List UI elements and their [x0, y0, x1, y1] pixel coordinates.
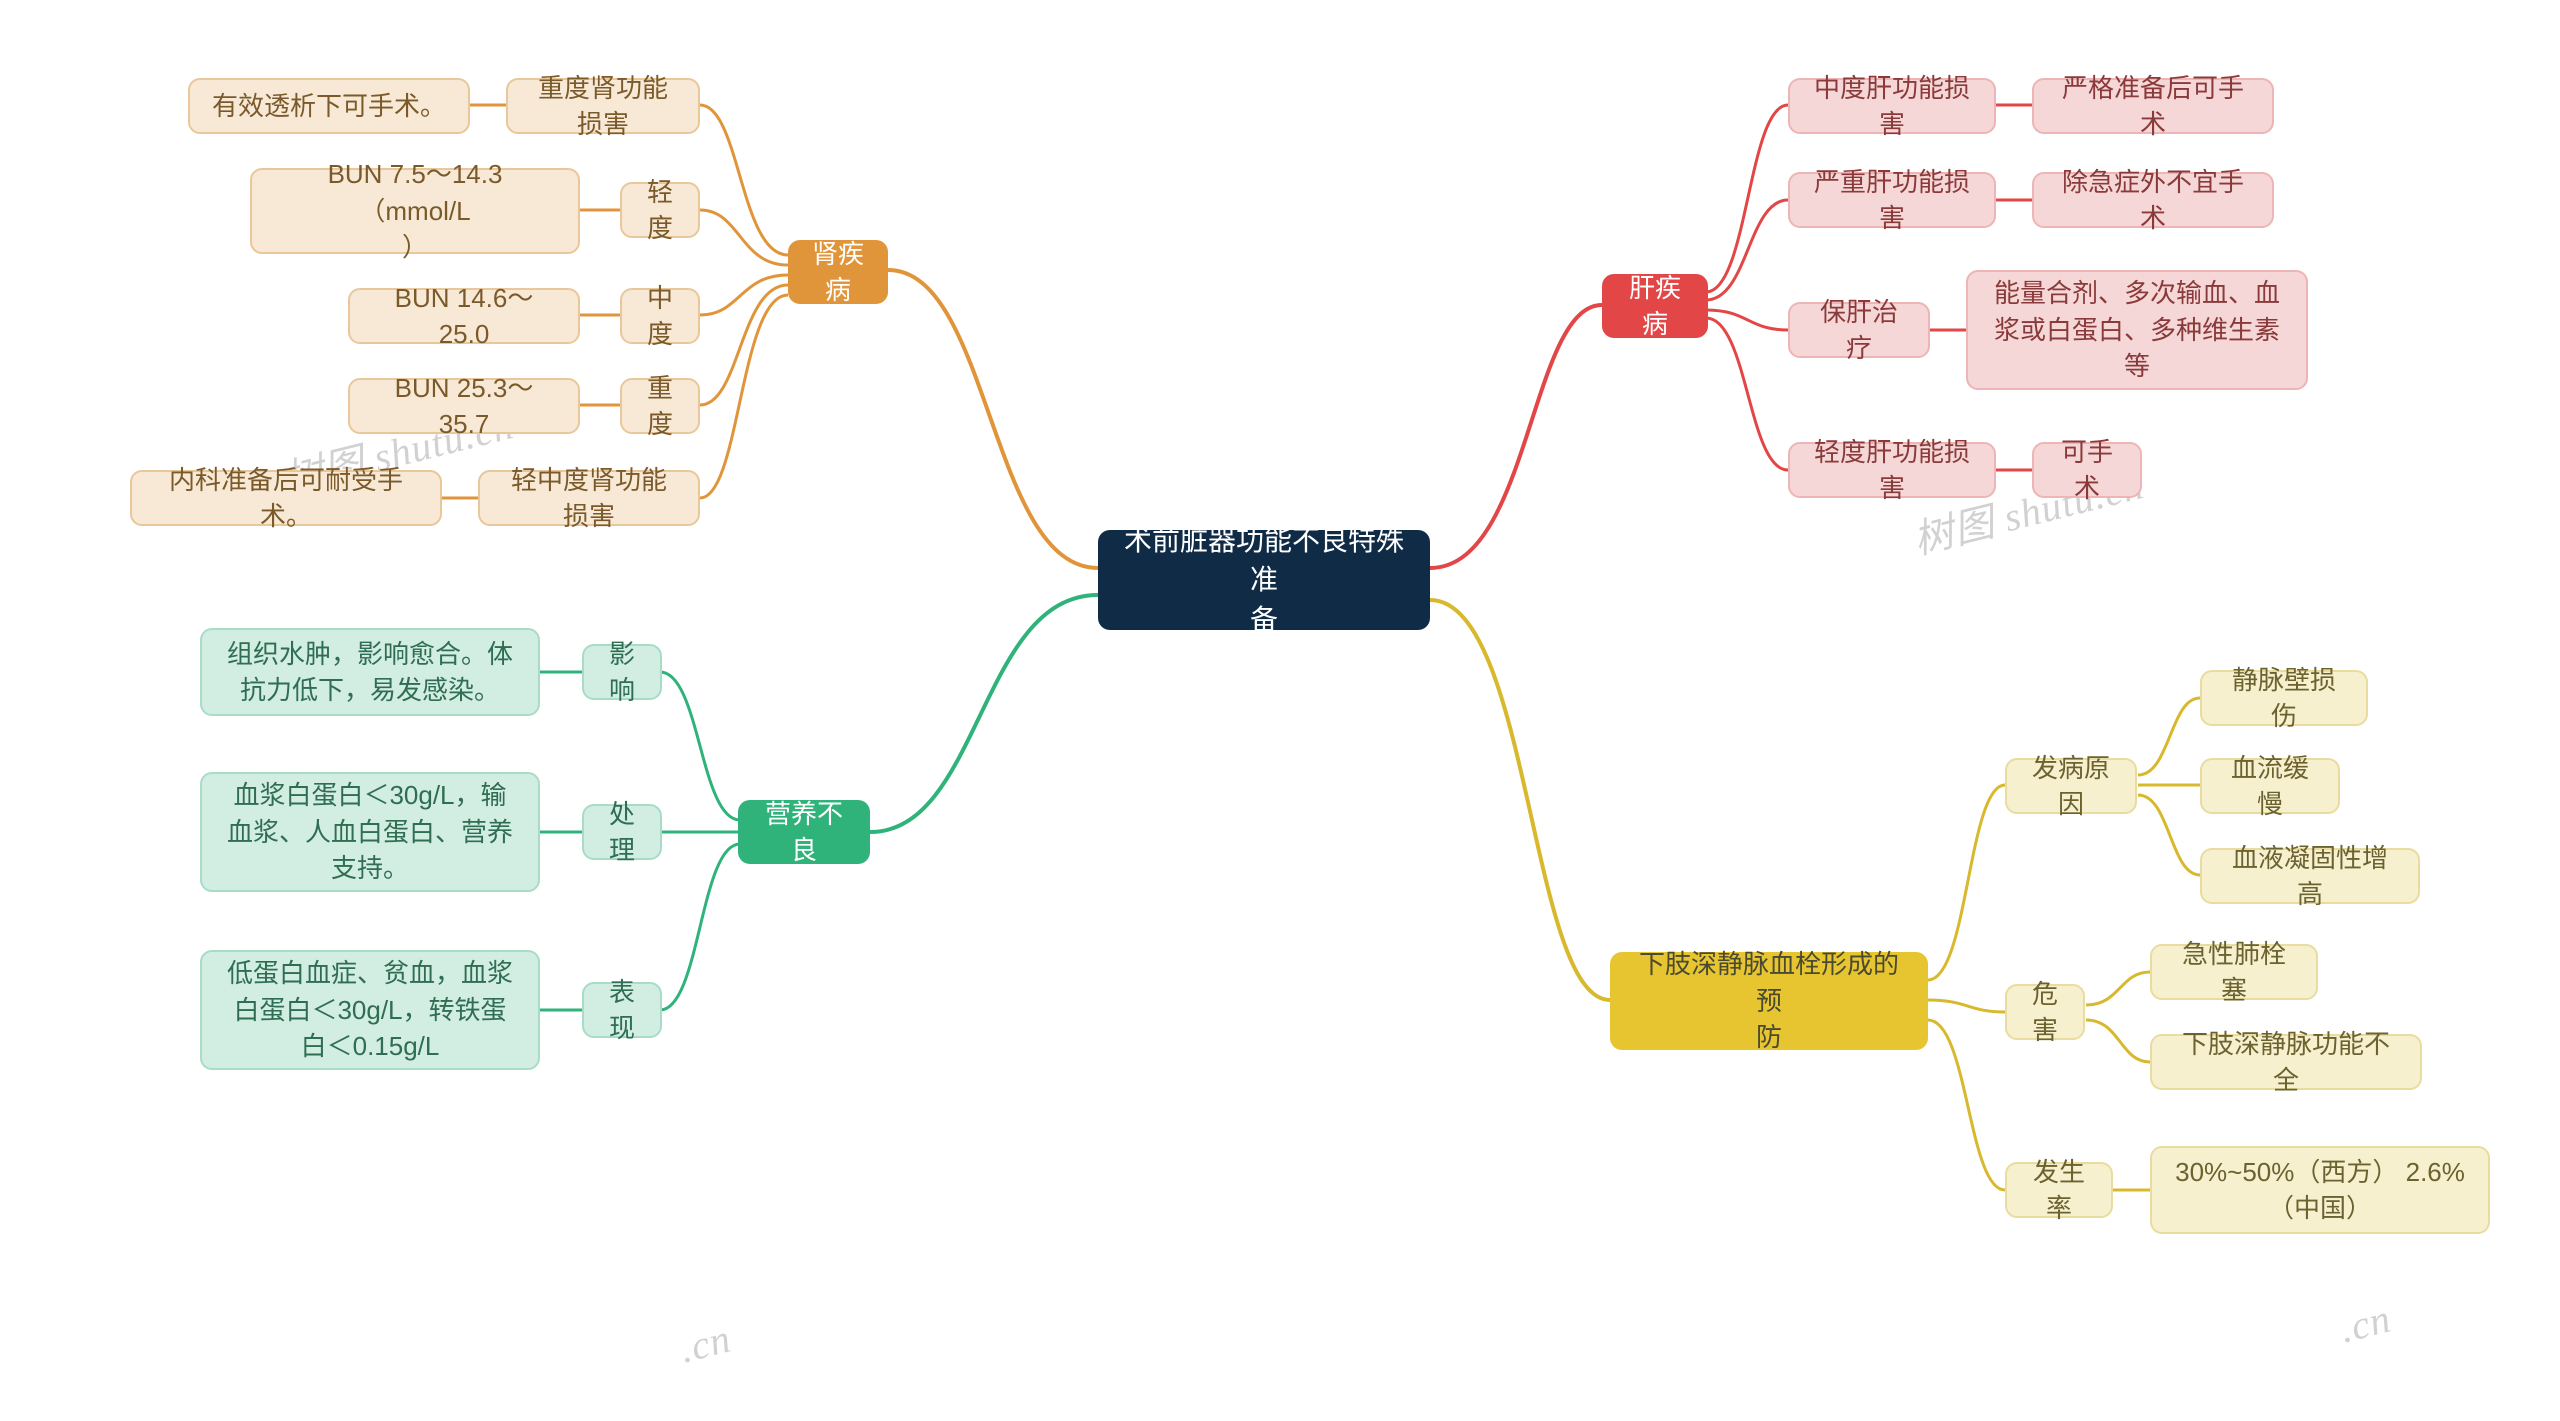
kidney-leaf-mild-mod: 内科准备后可耐受手术。 — [130, 470, 442, 526]
dvt-child-harm[interactable]: 危害 — [2005, 984, 2085, 1040]
branch-nutrition[interactable]: 营养不良 — [738, 800, 870, 864]
nutrition-child-treat[interactable]: 处理 — [582, 804, 662, 860]
kidney-child-severe[interactable]: 重度 — [620, 378, 700, 434]
dvt-harm-leaf-1: 下肢深静脉功能不全 — [2150, 1034, 2422, 1090]
dvt-cause-leaf-0: 静脉壁损伤 — [2200, 670, 2368, 726]
nutrition-leaf-treat: 血浆白蛋白＜30g/L，输 血浆、人血白蛋白、营养 支持。 — [200, 772, 540, 892]
dvt-rate-leaf-0: 30%~50%（西方） 2.6% （中国） — [2150, 1146, 2490, 1234]
mindmap-canvas: 树图 shutu.cn 树图 shutu.cn .cn .cn 术前脏器功能不良… — [0, 0, 2560, 1421]
kidney-leaf-moderate: BUN 14.6～25.0 — [348, 288, 580, 344]
nutrition-leaf-manifest: 低蛋白血症、贫血，血浆 白蛋白＜30g/L，转铁蛋 白＜0.15g/L — [200, 950, 540, 1070]
watermark: .cn — [675, 1315, 736, 1373]
branch-liver[interactable]: 肝疾病 — [1602, 274, 1708, 338]
kidney-child-mild-mod[interactable]: 轻中度肾功能损害 — [478, 470, 700, 526]
watermark: .cn — [2335, 1295, 2396, 1353]
nutrition-leaf-impact: 组织水肿，影响愈合。体 抗力低下，易发感染。 — [200, 628, 540, 716]
kidney-leaf-severe-damage: 有效透析下可手术。 — [188, 78, 470, 134]
branch-kidney[interactable]: 肾疾病 — [788, 240, 888, 304]
dvt-child-rate[interactable]: 发生率 — [2005, 1162, 2113, 1218]
root-node[interactable]: 术前脏器功能不良特殊准 备 — [1098, 530, 1430, 630]
liver-child-protect[interactable]: 保肝治疗 — [1788, 302, 1930, 358]
kidney-child-moderate[interactable]: 中度 — [620, 288, 700, 344]
nutrition-child-impact[interactable]: 影响 — [582, 644, 662, 700]
liver-child-moderate[interactable]: 中度肝功能损害 — [1788, 78, 1996, 134]
branch-dvt[interactable]: 下肢深静脉血栓形成的预 防 — [1610, 952, 1928, 1050]
liver-leaf-protect: 能量合剂、多次输血、血 浆或白蛋白、多种维生素 等 — [1966, 270, 2308, 390]
liver-child-severe[interactable]: 严重肝功能损害 — [1788, 172, 1996, 228]
kidney-child-severe-damage[interactable]: 重度肾功能损害 — [506, 78, 700, 134]
liver-leaf-severe: 除急症外不宜手术 — [2032, 172, 2274, 228]
dvt-child-cause[interactable]: 发病原因 — [2005, 758, 2137, 814]
dvt-cause-leaf-1: 血流缓慢 — [2200, 758, 2340, 814]
liver-child-mild[interactable]: 轻度肝功能损害 — [1788, 442, 1996, 498]
liver-leaf-mild: 可手术 — [2032, 442, 2142, 498]
liver-leaf-moderate: 严格准备后可手术 — [2032, 78, 2274, 134]
dvt-cause-leaf-2: 血液凝固性增高 — [2200, 848, 2420, 904]
kidney-leaf-mild: BUN 7.5～14.3（mmol/L ） — [250, 168, 580, 254]
nutrition-child-manifest[interactable]: 表现 — [582, 982, 662, 1038]
dvt-harm-leaf-0: 急性肺栓塞 — [2150, 944, 2318, 1000]
kidney-leaf-severe: BUN 25.3～35.7 — [348, 378, 580, 434]
kidney-child-mild[interactable]: 轻度 — [620, 182, 700, 238]
